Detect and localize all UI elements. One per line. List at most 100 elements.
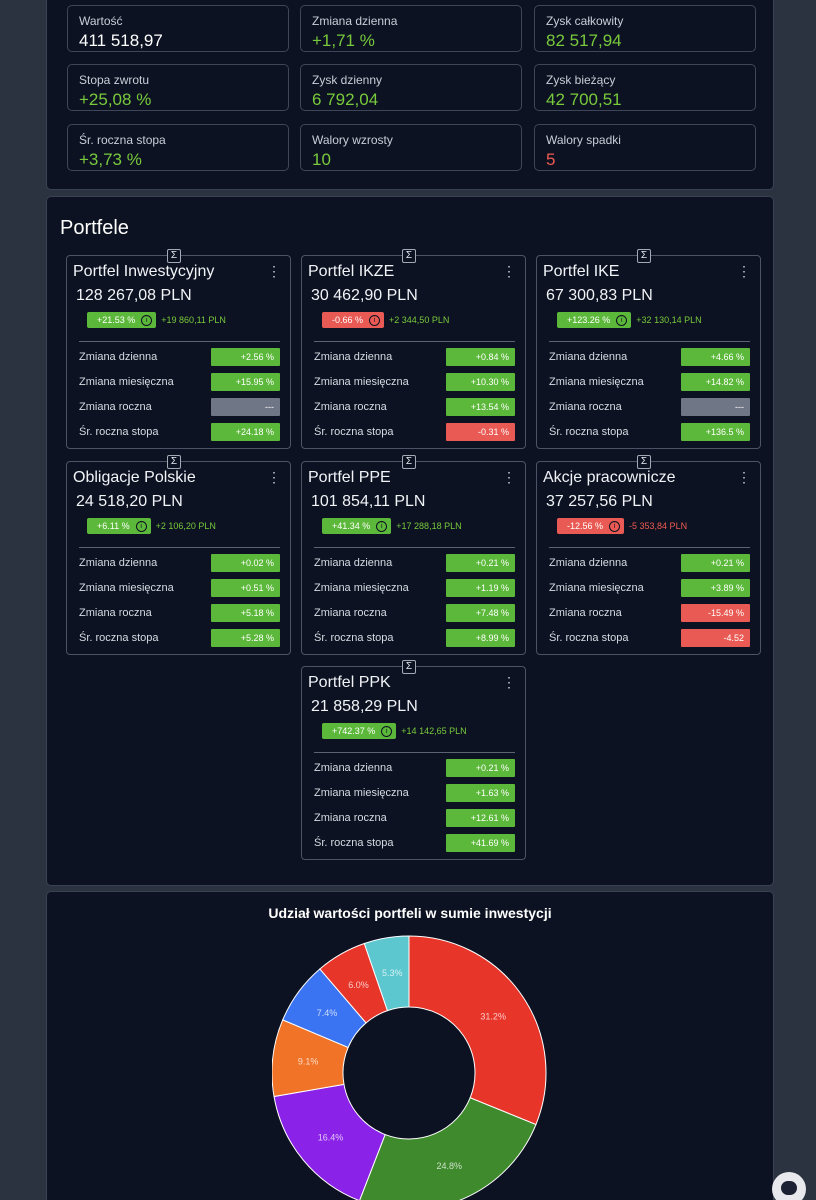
more-menu-icon[interactable]: ⋮ [737, 469, 751, 485]
return-absolute: +2 106,20 PLN [155, 521, 216, 531]
stat-card: Stopa zwrotu +25,08 % [67, 64, 289, 111]
metric-label: Zmiana roczna [314, 812, 387, 824]
stat-card: Śr. roczna stopa +3,73 % [67, 124, 289, 171]
sum-icon[interactable]: Σ [637, 455, 651, 469]
divider [549, 341, 750, 342]
info-icon[interactable]: i [369, 314, 381, 326]
metric-value: +5.18 % [211, 604, 280, 622]
metric-label: Zmiana dzienna [549, 351, 628, 363]
stat-value: 82 517,94 [546, 31, 622, 50]
metric-row: Zmiana dzienna +0.21 % [314, 759, 515, 777]
return-percent: +123.26 % [567, 315, 611, 325]
metric-row: Zmiana roczna -15.49 % [549, 604, 750, 622]
metric-label: Śr. roczna stopa [549, 632, 629, 644]
sum-icon[interactable]: Σ [167, 249, 181, 263]
metric-label: Zmiana miesięczna [314, 787, 409, 799]
metric-row: Śr. roczna stopa +136.5 % [549, 423, 750, 441]
metric-label: Śr. roczna stopa [79, 632, 159, 644]
portfolio-card[interactable]: Σ ⋮ Portfel Inwestycyjny 128 267,08 PLN +21.… [66, 249, 291, 449]
return-badge: +742.37 % i [322, 723, 397, 739]
stat-card: Zysk całkowity 82 517,94 [534, 5, 756, 52]
slice-label: 16.4% [318, 1132, 344, 1142]
portfolio-amount: 24 518,20 PLN [76, 493, 183, 510]
metric-value: +13.54 % [446, 398, 515, 416]
portfolio-card[interactable]: Σ ⋮ Akcje pracownicze 37 257,56 PLN -12.56 %… [536, 455, 761, 655]
more-menu-icon[interactable]: ⋮ [502, 674, 516, 690]
metric-value: +1.63 % [446, 784, 515, 802]
portfolio-card[interactable]: Σ ⋮ Obligacje Polskie 24 518,20 PLN +6.11 % i… [66, 455, 291, 655]
sum-icon[interactable]: Σ [402, 455, 416, 469]
more-menu-icon[interactable]: ⋮ [502, 263, 516, 279]
donut-slice[interactable] [408, 935, 547, 1126]
metric-label: Śr. roczna stopa [314, 837, 394, 849]
slice-label: 31.2% [480, 1011, 506, 1021]
slice-label: 5.3% [382, 968, 403, 978]
metric-label: Zmiana roczna [314, 401, 387, 413]
metric-row: Śr. roczna stopa -0.31 % [314, 423, 515, 441]
return-absolute: +17 288,18 PLN [396, 521, 462, 531]
portfolio-card[interactable]: Σ ⋮ Portfel PPK 21 858,29 PLN +742.37 % i +14 … [301, 660, 526, 860]
portfolio-amount: 101 854,11 PLN [311, 493, 426, 510]
metric-row: Zmiana miesięczna +14.82 % [549, 373, 750, 391]
return-percent: -12.56 % [567, 521, 604, 531]
donut-slice[interactable] [359, 1097, 537, 1200]
more-menu-icon[interactable]: ⋮ [737, 263, 751, 279]
stat-label: Zysk dzienny [312, 73, 383, 87]
info-icon[interactable]: i [135, 520, 147, 532]
metric-value: +3.89 % [681, 579, 750, 597]
stat-card: Walory wzrosty 10 [300, 124, 522, 171]
portfolio-amount: 30 462,90 PLN [311, 287, 418, 304]
portfolio-amount: 21 858,29 PLN [311, 698, 418, 715]
portfolio-name: Portfel IKE [543, 263, 620, 280]
portfolio-card[interactable]: Σ ⋮ Portfel PPE 101 854,11 PLN +41.34 % i +17 … [301, 455, 526, 655]
metric-value: +8.99 % [446, 629, 515, 647]
info-icon[interactable]: i [376, 520, 388, 532]
metric-label: Zmiana roczna [79, 607, 152, 619]
portfolio-card[interactable]: Σ ⋮ Portfel IKE 67 300,83 PLN +123.26 % i +32 … [536, 249, 761, 449]
metric-value: +0.02 % [211, 554, 280, 572]
sum-icon[interactable]: Σ [637, 249, 651, 263]
metric-row: Zmiana miesięczna +1.63 % [314, 784, 515, 802]
metric-value: +0.21 % [446, 759, 515, 777]
chart-title: Udział wartości portfeli w sumie inwesty… [268, 905, 552, 921]
metric-row: Zmiana roczna --- [79, 398, 280, 416]
divider [314, 547, 515, 548]
portfolios-panel: Portfele Σ ⋮ Portfel Inwestycyjny 128 267,0… [46, 196, 774, 886]
stat-value: 411 518,97 [79, 31, 163, 50]
metric-value: -0.31 % [446, 423, 515, 441]
chat-bubble-icon [781, 1181, 797, 1195]
metric-value: +0.51 % [211, 579, 280, 597]
stat-label: Stopa zwrotu [79, 73, 150, 87]
info-icon[interactable]: i [609, 520, 621, 532]
more-menu-icon[interactable]: ⋮ [267, 469, 281, 485]
return-absolute: +14 142,65 PLN [401, 726, 467, 736]
stat-label: Walory wzrosty [312, 133, 393, 147]
stat-card: Zysk dzienny 6 792,04 [300, 64, 522, 111]
more-menu-icon[interactable]: ⋮ [502, 469, 516, 485]
info-icon[interactable]: i [141, 314, 153, 326]
info-icon[interactable]: i [616, 314, 628, 326]
info-icon[interactable]: i [381, 725, 393, 737]
more-menu-icon[interactable]: ⋮ [267, 263, 281, 279]
stat-card: Zysk bieżący 42 700,51 [534, 64, 756, 111]
sum-icon[interactable]: Σ [167, 455, 181, 469]
stat-label: Wartość [79, 14, 123, 28]
divider [79, 547, 280, 548]
portfolio-card[interactable]: Σ ⋮ Portfel IKZE 30 462,90 PLN -0.66 % i +2 34… [301, 249, 526, 449]
sum-icon[interactable]: Σ [402, 249, 416, 263]
metric-row: Zmiana roczna +7.48 % [314, 604, 515, 622]
return-badge: +123.26 % i [557, 312, 632, 328]
sum-icon[interactable]: Σ [402, 660, 416, 674]
donut-slice[interactable] [363, 935, 410, 1012]
chat-button[interactable] [772, 1172, 806, 1200]
return-badge: +21.53 % i [87, 312, 157, 328]
metric-label: Śr. roczna stopa [549, 426, 629, 438]
metric-row: Śr. roczna stopa -4.52 [549, 629, 750, 647]
portfolio-name: Portfel IKZE [308, 263, 395, 280]
metric-value: +0.21 % [681, 554, 750, 572]
metric-row: Zmiana miesięczna +15.95 % [79, 373, 280, 391]
metric-value: +24.18 % [211, 423, 280, 441]
metric-row: Zmiana miesięczna +3.89 % [549, 579, 750, 597]
return-badge: +41.34 % i [322, 518, 392, 534]
stat-label: Zysk całkowity [546, 14, 624, 28]
